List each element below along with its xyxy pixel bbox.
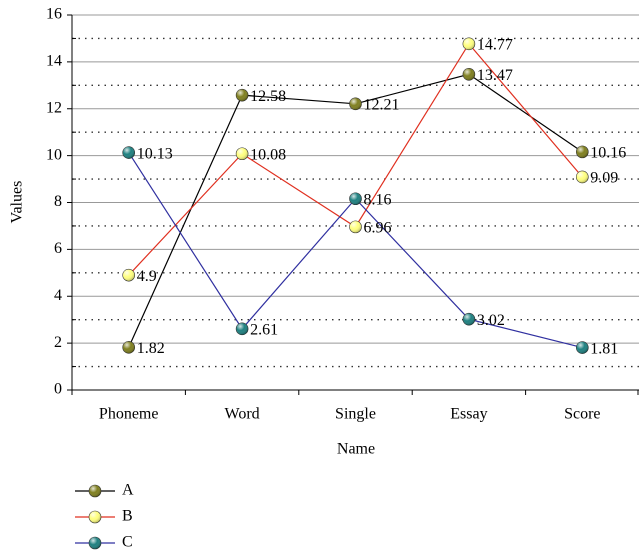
marker-shine <box>122 146 135 159</box>
marker-shine <box>122 269 135 282</box>
x-axis-title: Name <box>337 441 375 458</box>
data-label: 12.21 <box>364 97 400 114</box>
series-line <box>128 73 583 348</box>
legend-label: A <box>122 482 134 499</box>
y-tick-label: 16 <box>46 6 62 23</box>
y-tick-label: 8 <box>54 193 62 210</box>
x-tick-label: Single <box>335 406 376 423</box>
series-line <box>128 42 583 276</box>
data-label: 10.16 <box>590 145 626 162</box>
y-tick-label: 2 <box>54 334 62 351</box>
y-tick-label: 0 <box>54 381 62 398</box>
marker-shine <box>576 170 589 183</box>
series-line <box>128 152 583 349</box>
marker-shine <box>236 147 249 160</box>
data-label: 2.61 <box>250 322 278 339</box>
data-label: 3.02 <box>477 312 505 329</box>
data-label: 1.82 <box>137 340 165 357</box>
marker-shine <box>576 341 589 354</box>
marker-shine <box>349 220 362 233</box>
legend-marker-shine <box>89 511 101 523</box>
data-label: 13.47 <box>477 67 513 84</box>
legend-label: C <box>122 534 133 551</box>
y-axis-title: Values <box>9 181 26 224</box>
y-tick-label: 14 <box>46 53 62 70</box>
marker-shine <box>462 313 475 326</box>
data-label: 9.09 <box>590 170 618 187</box>
y-tick-label: 4 <box>54 287 62 304</box>
data-label: 14.77 <box>477 37 513 54</box>
marker-shine <box>122 341 135 354</box>
data-label: 10.08 <box>250 146 286 163</box>
marker-shine <box>576 145 589 158</box>
y-tick-label: 10 <box>46 146 62 163</box>
legend-marker-shine <box>89 537 101 549</box>
marker-shine <box>462 68 475 81</box>
y-tick-label: 12 <box>46 99 62 116</box>
legend-label: B <box>122 508 133 525</box>
data-label: 1.81 <box>590 340 618 357</box>
marker-shine <box>462 37 475 50</box>
x-tick-label: Phoneme <box>99 406 159 423</box>
marker-shine <box>349 192 362 205</box>
data-label: 8.16 <box>364 191 392 208</box>
data-label: 6.96 <box>364 220 392 237</box>
x-tick-label: Essay <box>450 406 487 423</box>
marker-shine <box>236 322 249 335</box>
marker-shine <box>349 97 362 110</box>
data-label: 4.9 <box>137 268 157 285</box>
x-tick-label: Word <box>225 406 260 423</box>
marker-shine <box>236 89 249 102</box>
x-tick-label: Score <box>564 406 600 423</box>
data-label: 10.13 <box>137 145 173 162</box>
y-tick-label: 6 <box>54 240 62 257</box>
legend-marker-shine <box>89 485 101 497</box>
data-label: 12.58 <box>250 88 286 105</box>
